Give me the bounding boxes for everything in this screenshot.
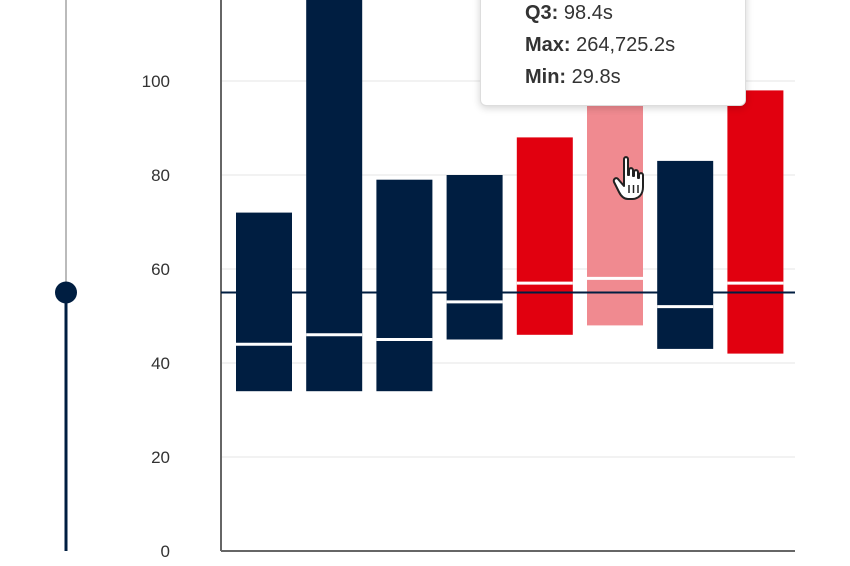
y-tick-label: 0 xyxy=(161,542,170,561)
bar-tooltip: Q3: 98.4s Max: 264,725.2s Min: 29.8s xyxy=(480,0,746,106)
bar[interactable] xyxy=(376,179,433,392)
bar[interactable] xyxy=(236,212,292,392)
tooltip-min-value: 29.8s xyxy=(566,66,621,88)
bars[interactable] xyxy=(236,0,784,392)
tooltip-max-row: Max: 264,725.2s xyxy=(525,29,745,61)
bar[interactable] xyxy=(657,160,714,349)
hand-pointer-icon xyxy=(612,156,644,200)
axes xyxy=(220,0,795,552)
slider-handle[interactable] xyxy=(55,281,77,304)
tooltip-q3-row: Q3: 98.4s xyxy=(525,0,745,29)
tooltip-min-label: Min: xyxy=(525,66,567,88)
tooltip-q3-value: 98.4s xyxy=(558,2,613,24)
tooltip-q3-label: Q3: xyxy=(525,2,559,24)
bar[interactable] xyxy=(727,90,784,354)
tooltip-max-label: Max: xyxy=(525,34,571,56)
tooltip-max-value: 264,725.2s xyxy=(570,34,676,56)
threshold-slider[interactable] xyxy=(55,0,77,551)
bar[interactable] xyxy=(516,137,573,335)
bar[interactable] xyxy=(446,175,503,340)
y-tick-label: 80 xyxy=(151,166,170,185)
bar[interactable] xyxy=(306,0,363,392)
y-axis-tick-labels: 020406080100120 xyxy=(142,72,170,561)
tooltip-min-row: Min: 29.8s xyxy=(525,61,745,93)
y-tick-label: 20 xyxy=(151,448,170,467)
y-tick-label: 100 xyxy=(142,72,170,91)
y-tick-label: 40 xyxy=(151,354,170,373)
y-tick-label: 60 xyxy=(151,260,170,279)
